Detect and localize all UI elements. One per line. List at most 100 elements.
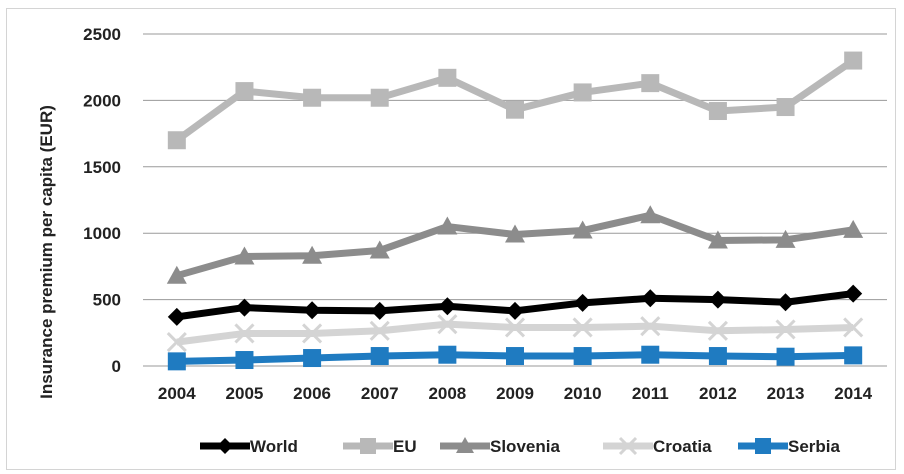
series-serbia — [167, 345, 863, 371]
y-tick-label: 2000 — [83, 91, 121, 110]
data-point — [776, 347, 795, 366]
data-point — [844, 346, 863, 365]
data-point — [843, 219, 864, 238]
data-point — [708, 347, 727, 366]
square-marker — [360, 438, 376, 454]
data-point — [505, 224, 525, 243]
data-point — [302, 323, 323, 344]
legend: World EU Slovenia Croatia Serbia — [200, 436, 841, 456]
series-eu — [167, 51, 863, 150]
data-point — [235, 82, 254, 101]
data-point — [572, 220, 593, 239]
x-tick-label: 2010 — [564, 384, 602, 403]
data-point — [506, 347, 524, 366]
data-point — [167, 307, 186, 326]
data-point — [707, 230, 728, 249]
data-point — [640, 205, 661, 224]
y-tick-label: 1500 — [83, 158, 121, 177]
data-point — [843, 317, 864, 338]
data-point — [506, 100, 524, 119]
series-croatia — [166, 314, 864, 353]
data-point — [707, 320, 728, 341]
data-point — [369, 240, 390, 259]
data-point — [303, 301, 322, 320]
data-point — [506, 301, 524, 320]
x-tick-label: 2012 — [699, 384, 737, 403]
series-line — [175, 211, 854, 280]
data-point — [844, 284, 863, 303]
data-point — [303, 88, 322, 107]
legend-item: Slovenia — [440, 437, 560, 456]
data-point — [438, 345, 457, 364]
x-tick-label: 2011 — [632, 384, 669, 403]
data-point — [370, 347, 389, 366]
legend-item: EU — [343, 437, 417, 456]
legend-label: World — [250, 437, 298, 456]
data-point — [234, 246, 255, 265]
data-point — [708, 290, 727, 309]
y-tick-label: 0 — [112, 357, 121, 376]
triangle-marker — [456, 437, 474, 453]
data-point — [437, 216, 458, 235]
x-tick-label: 2008 — [428, 384, 466, 403]
data-point — [573, 347, 592, 366]
diamond-marker — [217, 438, 233, 454]
y-tick-label: 2500 — [83, 25, 121, 44]
legend-label: Slovenia — [490, 437, 560, 456]
data-point — [641, 289, 660, 308]
data-point — [438, 297, 457, 316]
x-axis-ticks: 2004 2005 2006 2007 2008 2009 2010 2011 2012 2013… — [158, 384, 873, 403]
data-point — [303, 349, 322, 368]
data-point — [438, 68, 457, 87]
data-point — [370, 301, 389, 320]
x-tick-label: 2014 — [834, 384, 872, 403]
x-tick-label: 2005 — [226, 384, 264, 403]
x-marker — [618, 436, 638, 456]
x-tick-label: 2004 — [158, 384, 196, 403]
data-point — [437, 314, 458, 335]
legend-label: Serbia — [788, 437, 841, 456]
y-tick-label: 500 — [93, 291, 121, 310]
x-tick-label: 2006 — [293, 384, 331, 403]
data-point — [302, 245, 323, 264]
data-point — [504, 317, 526, 338]
data-point — [166, 265, 187, 284]
data-point — [775, 319, 796, 340]
y-axis-ticks: 0 500 1000 1500 2000 2500 — [83, 25, 121, 376]
data-point — [573, 293, 592, 312]
legend-item: World — [200, 437, 298, 456]
data-point — [776, 98, 795, 117]
data-point — [369, 320, 390, 341]
x-tick-label: 2009 — [496, 384, 534, 403]
series-world — [167, 284, 863, 326]
x-tick-label: 2013 — [767, 384, 805, 403]
legend-label: Croatia — [653, 437, 712, 456]
x-tick-label: 2007 — [361, 384, 399, 403]
y-axis-label: Insurance premium per capita (EUR) — [37, 105, 56, 399]
data-point — [235, 351, 254, 370]
data-point — [708, 102, 727, 121]
data-point — [640, 316, 661, 337]
legend-label: EU — [393, 437, 417, 456]
series-slovenia — [166, 205, 864, 284]
data-point — [167, 352, 186, 371]
data-point — [166, 332, 187, 353]
y-tick-label: 1000 — [83, 224, 121, 243]
data-point — [167, 131, 186, 150]
legend-item: Croatia — [603, 436, 712, 456]
legend-item: Serbia — [738, 437, 841, 456]
series-lines — [166, 51, 864, 371]
data-point — [844, 51, 863, 70]
data-point — [234, 323, 255, 344]
data-point — [641, 74, 660, 93]
square-marker — [755, 438, 771, 454]
data-point — [776, 293, 795, 312]
data-point — [235, 298, 254, 317]
data-point — [370, 88, 389, 107]
data-point — [572, 317, 593, 338]
data-point — [641, 345, 660, 364]
data-point — [573, 83, 592, 102]
data-point — [775, 229, 796, 248]
